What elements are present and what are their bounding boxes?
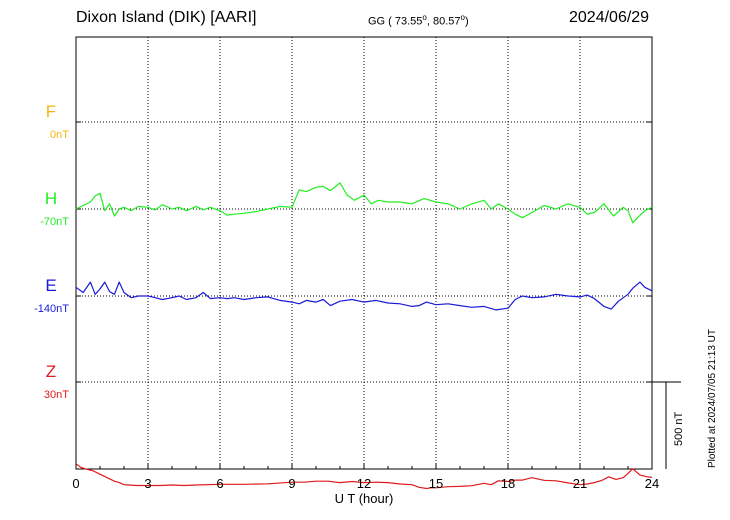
x-tick-label: 6 — [216, 476, 223, 491]
x-axis-label: U T (hour) — [335, 491, 394, 506]
x-axis-ticks: 0 3 6 9 12 15 18 21 24 — [72, 464, 659, 491]
vertical-gridlines — [147, 37, 581, 469]
x-tick-label: 3 — [144, 476, 151, 491]
traces — [75, 182, 653, 490]
scale-bar: 500 nT — [652, 381, 685, 469]
series-name-F: F — [46, 102, 56, 121]
x-tick-label: 15 — [429, 476, 443, 491]
x-tick-label: 24 — [645, 476, 659, 491]
trace-E — [75, 281, 653, 311]
x-tick-label: 12 — [357, 476, 371, 491]
degree-mark: o — [422, 13, 427, 22]
date-label: 2024/06/29 — [569, 9, 650, 26]
coords-mid: , 80.57 — [426, 15, 461, 28]
trace-Z — [75, 463, 653, 490]
series-offset-E: -140nT — [34, 303, 69, 315]
x-tick-label: 18 — [501, 476, 515, 491]
series-name-E: E — [45, 276, 56, 295]
station-coordinates: GG ( 73.55o, 80.57o) — [368, 13, 469, 28]
trace-H — [75, 182, 653, 224]
station-title: Dixon Island (DIK) [AARI] — [76, 9, 257, 26]
scale-bar-label: 500 nT — [673, 411, 685, 446]
series-name-H: H — [45, 189, 57, 208]
series-offset-Z: 30nT — [44, 389, 69, 401]
x-tick-label: 0 — [72, 476, 79, 491]
plotted-timestamp: Plotted at 2024/07/05 21:13 UT — [707, 329, 718, 468]
x-tick-label: 9 — [288, 476, 295, 491]
x-tick-label: 21 — [573, 476, 587, 491]
series-labels: F 0nT H -70nT E -140nT Z 30nT — [34, 102, 69, 401]
degree-mark: o — [460, 13, 465, 22]
coords-suffix: ) — [464, 15, 469, 28]
series-offset-F: 0nT — [50, 129, 69, 141]
series-offset-H: -70nT — [40, 216, 69, 228]
series-name-Z: Z — [46, 362, 56, 381]
coords-prefix: GG ( 73.55 — [368, 15, 423, 28]
